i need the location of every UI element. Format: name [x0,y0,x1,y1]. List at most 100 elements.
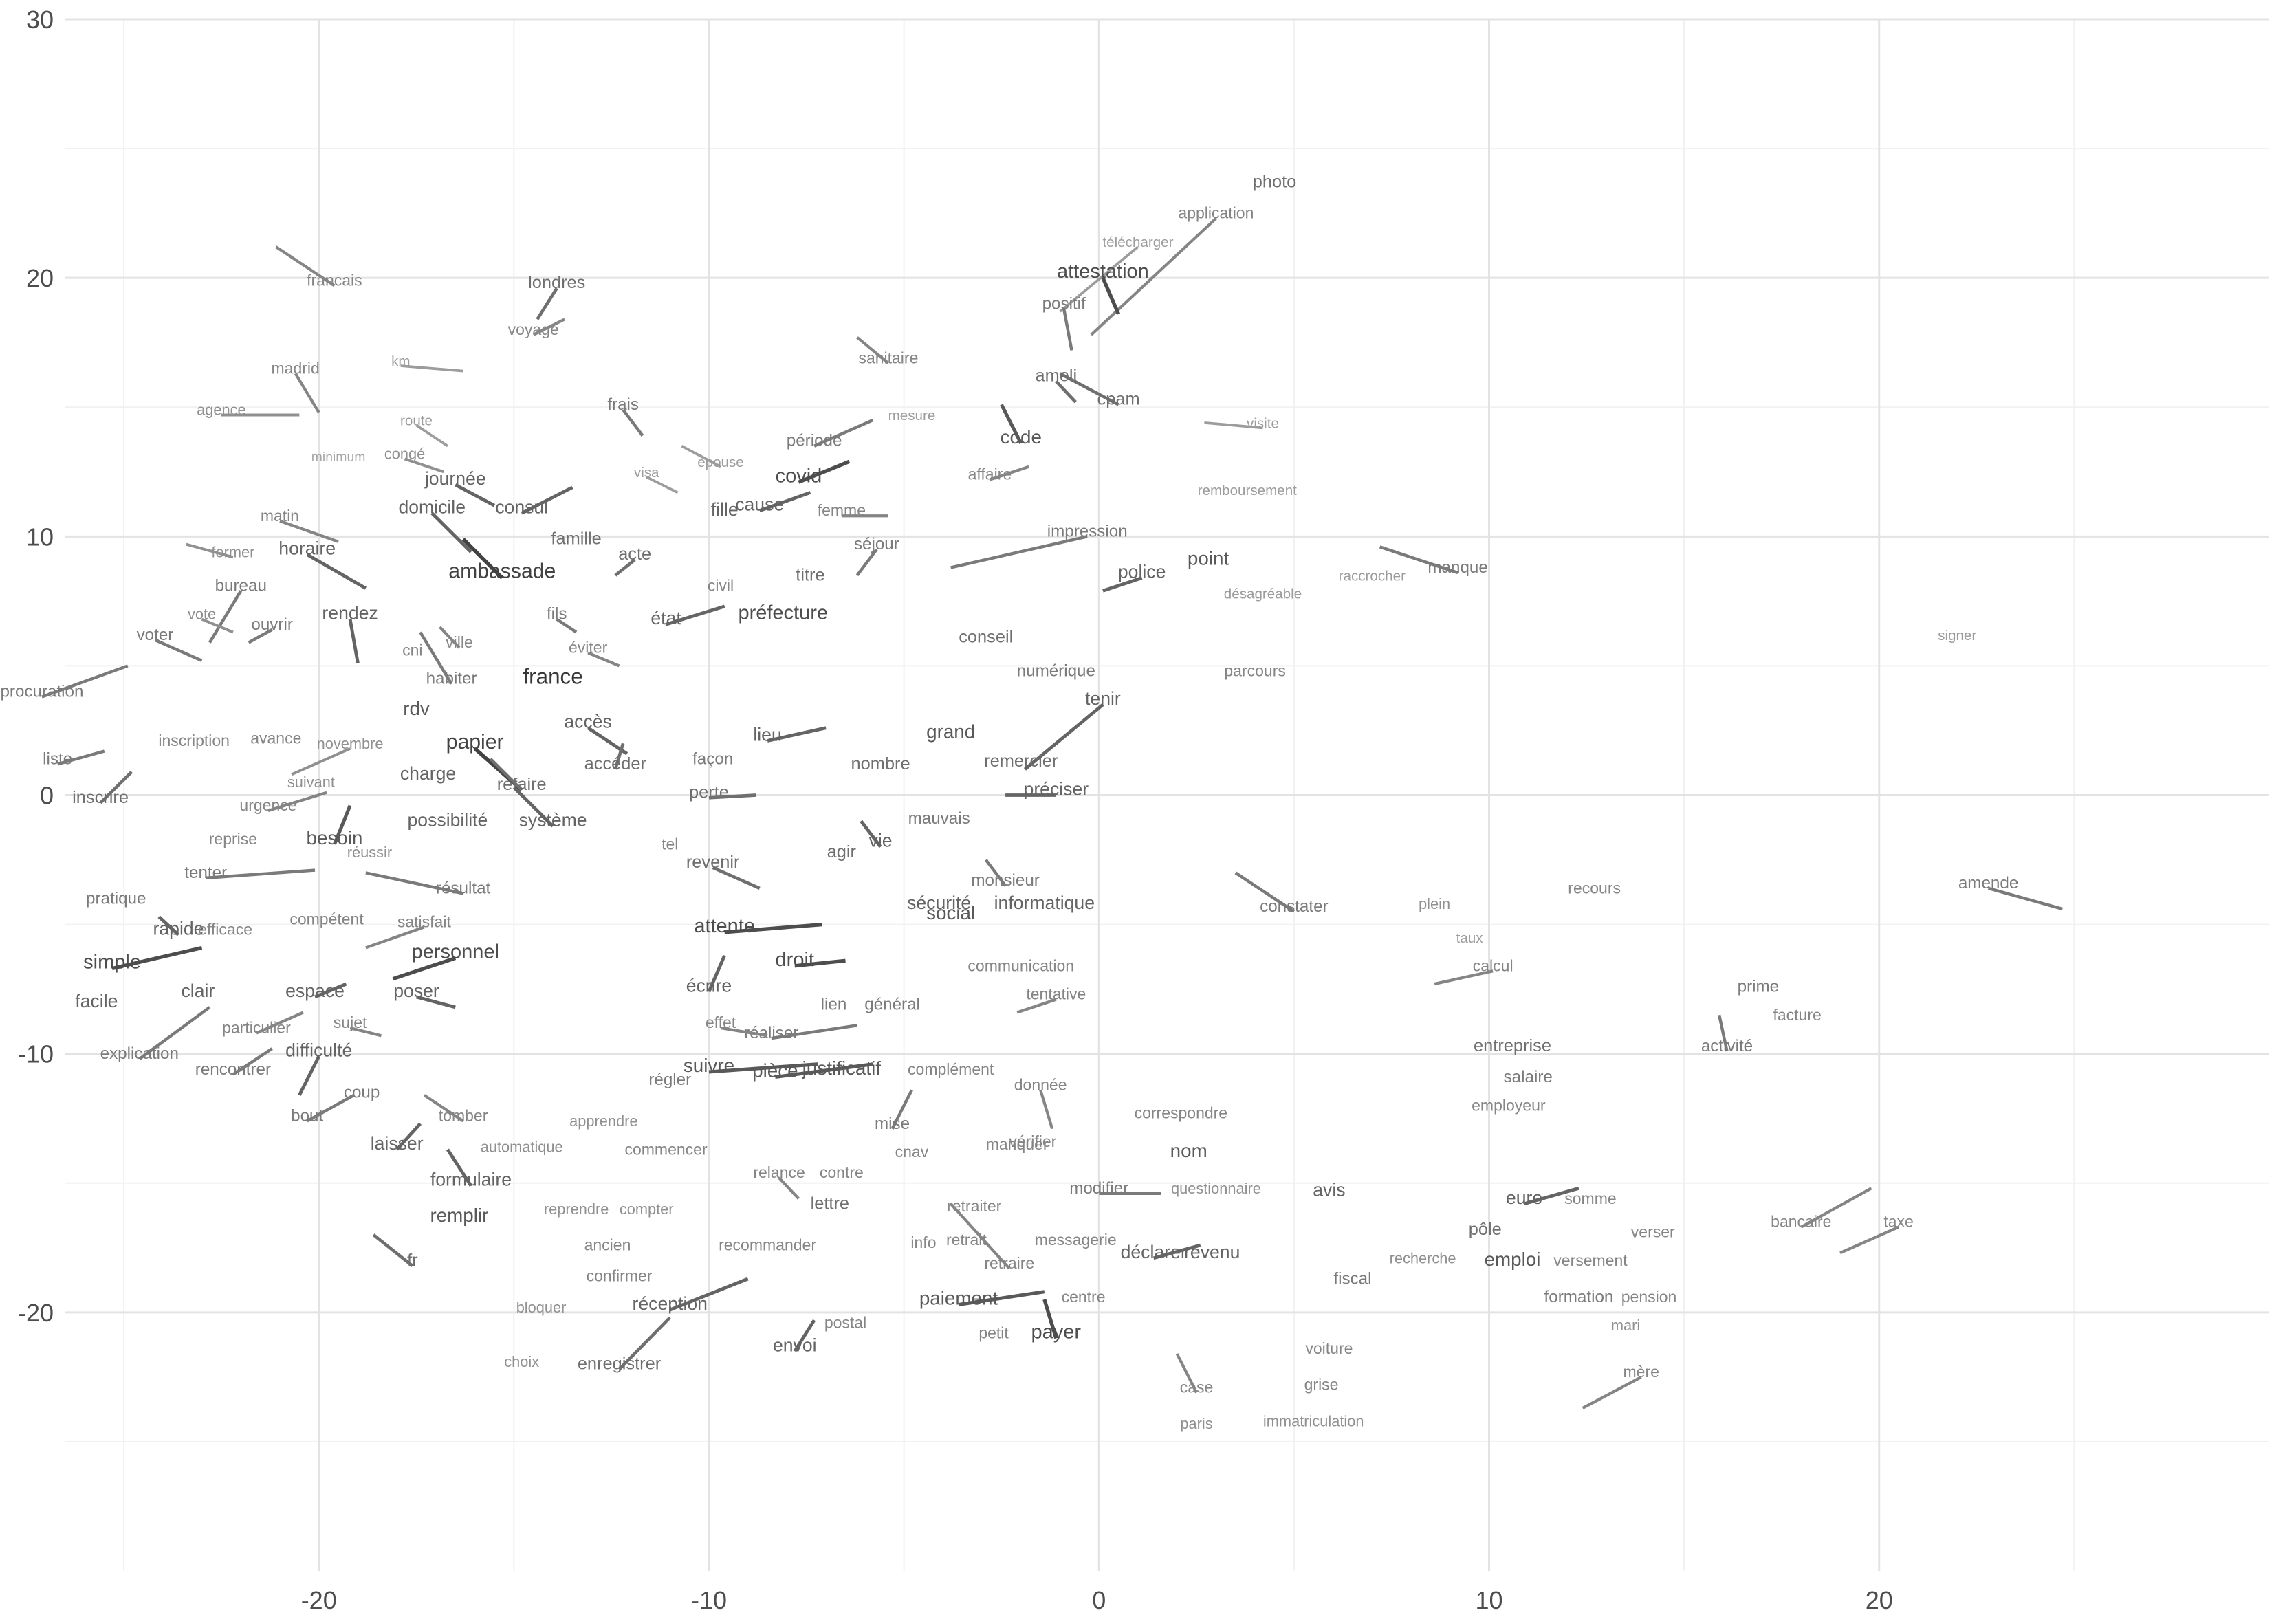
word-point: liste [43,749,105,768]
word-label: taxe [1883,1213,1913,1231]
word-label: correspondre [1135,1104,1228,1122]
word-point: grand [926,721,975,743]
word-point: positif [1042,294,1086,351]
word-point: manque [1379,545,1488,577]
word-point: signer [1938,628,1976,644]
word-segment [294,373,320,413]
word-label: rdv [403,698,430,719]
word-segment [989,465,1029,481]
word-label: numérique [1017,661,1095,680]
word-label: lettre [811,1194,849,1213]
word-label: ancien [584,1236,631,1254]
y-axis-ticks: 30 20 10 0 -10 -20 [18,6,54,1327]
word-point: difficulté [285,1040,352,1096]
word-label: madrid [272,359,320,377]
word-label: facture [1773,1006,1821,1024]
word-label: difficulté [285,1040,352,1060]
word-label: charge [400,763,456,784]
word-point: recommander [719,1236,816,1254]
word-point: agence [197,402,300,419]
word-label: fermer [211,543,254,560]
word-point: affaire [968,465,1029,483]
word-label: amende [1958,874,2018,892]
word-point: titre [796,565,824,584]
word-point: bloquer [516,1299,567,1316]
word-point: photo [1253,173,1297,192]
word-point: lien [821,996,847,1014]
word-segment [521,485,573,515]
word-label: immatriculation [1263,1412,1364,1429]
word-point: congé [384,445,444,474]
word-segment [1152,1243,1201,1260]
word-point: taxe [1839,1213,1914,1255]
word-label: manquer [986,1135,1049,1153]
word-label: effet [706,1013,736,1031]
word-segment [138,1006,211,1060]
word-label: revenir [686,853,740,872]
word-label: refaire [497,775,547,794]
word-point: modifier [1069,1179,1161,1198]
word-label: rendez [322,603,378,624]
word-point: fils [547,605,578,634]
word-segment [186,542,234,559]
word-point: attestation [1057,261,1149,315]
word-point: questionnaire [1171,1180,1261,1197]
word-label: affaire [968,465,1012,483]
x-axis-ticks: -20 -10 0 10 20 [301,1586,1893,1614]
word-point: voyage [508,318,566,338]
word-point: compétent [289,910,364,928]
word-point: rapide [153,915,204,939]
word-label: minimum [311,450,366,465]
word-point: préciser [1005,779,1089,800]
word-point: fiscal [1333,1269,1371,1288]
y-tick-label: 10 [26,523,54,551]
word-segment [461,538,504,580]
word-segment [372,1233,414,1267]
word-label: titre [796,565,824,584]
word-point: covid [776,459,851,487]
word-label: prime [1738,977,1779,996]
word-segment [439,626,461,649]
word-point: remplir [430,1205,488,1226]
word-point: épouse [681,445,744,470]
word-point: pôle [1469,1220,1502,1239]
word-point: novembre [291,735,384,776]
word-point: police [1102,562,1166,593]
word-label: avance [250,729,301,747]
word-label: voter [137,626,174,644]
word-segment [154,638,203,662]
word-point: bout [291,1093,355,1125]
word-point: madrid [272,359,320,413]
word-label: papier [446,731,504,754]
word-segment [201,617,234,634]
word-segment [617,1316,671,1371]
word-label: séjour [854,535,899,553]
word-point: somme [1564,1189,1616,1207]
word-point: mauvais [908,809,970,828]
word-point: tentative [1016,985,1086,1014]
word-point: clair [181,980,215,1001]
word-segment [415,995,456,1009]
word-point: cni [402,641,422,659]
word-label: horaire [278,538,336,559]
word-label: info [910,1233,936,1251]
word-point: choix [504,1353,539,1370]
word-label: fille [711,499,739,520]
word-point: paris [1180,1415,1212,1432]
word-point: tel [662,835,678,853]
word-point: minimum [311,450,366,465]
word-segment [248,628,273,644]
word-label: sujet [334,1013,367,1031]
word-point: fille [711,499,739,520]
word-point: cause [735,491,811,515]
word-point: compter [620,1200,674,1218]
y-tick-label: 0 [40,782,54,810]
word-label: bureau [215,576,267,595]
word-segment [720,1026,768,1038]
word-label: paiement [919,1288,998,1309]
word-label: fr [407,1251,418,1270]
word-point: verser [1631,1223,1675,1241]
word-label: bloquer [516,1299,567,1316]
word-segment [1523,1186,1579,1206]
word-point: tenir [1023,688,1121,771]
